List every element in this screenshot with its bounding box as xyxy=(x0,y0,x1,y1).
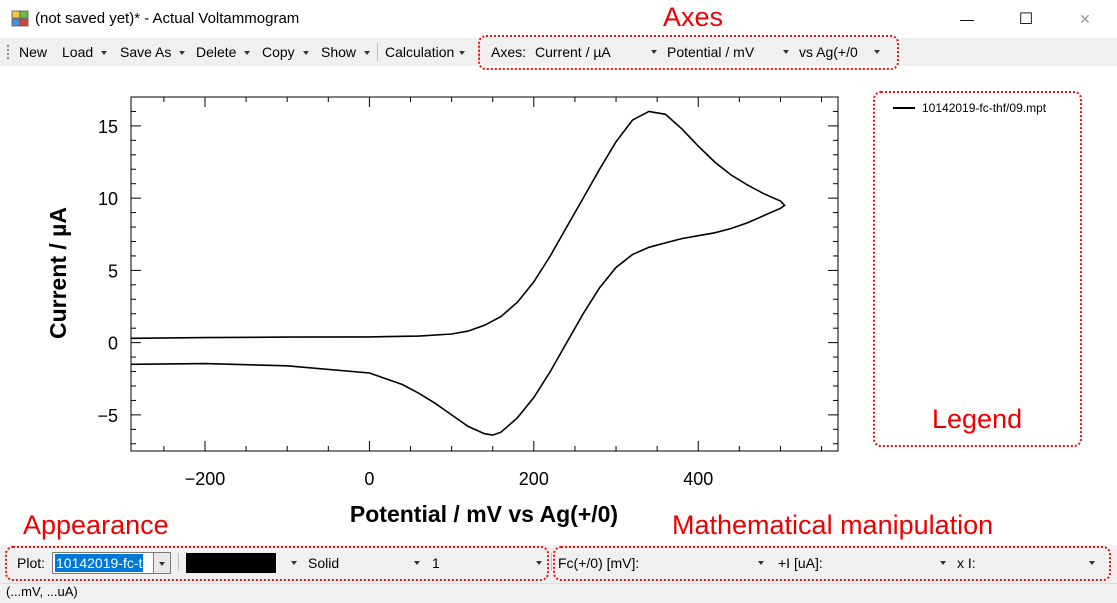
maximize-button[interactable]: ☐ xyxy=(1003,0,1049,38)
app-icon xyxy=(11,10,29,27)
dropdown-arrow-icon xyxy=(1089,561,1095,565)
maximize-icon: ☐ xyxy=(1018,11,1034,28)
dropdown-arrow-icon xyxy=(101,51,108,56)
y-axis-select[interactable]: Current / µA xyxy=(535,42,657,62)
appearance-annotation-box xyxy=(5,546,549,581)
x-axis-label: Potential / mV vs Ag(+/0) xyxy=(350,501,618,527)
math-annotation: Mathematical manipulation xyxy=(672,510,994,540)
axes-label: Axes: xyxy=(491,44,527,60)
dropdown-arrow-icon xyxy=(244,51,251,56)
x-axis-select[interactable]: Potential / mV xyxy=(667,42,789,62)
line-width-select[interactable]: 1 xyxy=(432,552,546,574)
math-annotation-box xyxy=(553,546,1111,581)
copy-menu[interactable]: Copy xyxy=(262,42,309,62)
cursor-coordinates: (...mV, ...uA) xyxy=(6,584,78,599)
status-bar xyxy=(0,583,1117,603)
save-as-menu[interactable]: Save As xyxy=(120,42,186,62)
window-title: (not saved yet)* - Actual Voltammogram xyxy=(35,10,300,27)
dropdown-arrow-icon xyxy=(536,561,542,565)
y-tick-label: 5 xyxy=(108,261,118,281)
dropdown-arrow-icon xyxy=(758,561,764,565)
x-tick-label: 200 xyxy=(519,469,549,489)
dropdown-arrow-icon xyxy=(302,51,309,56)
minimize-icon: — xyxy=(960,11,974,27)
plus-i-select[interactable] xyxy=(830,552,950,574)
times-i-select[interactable] xyxy=(980,552,1099,574)
fc-offset-label: Fc(+/0) [mV]: xyxy=(558,555,640,571)
axes-annotation: Axes xyxy=(663,2,724,32)
dropdown-arrow-icon xyxy=(874,50,880,54)
toolbar-separator xyxy=(551,553,552,571)
dropdown-button[interactable] xyxy=(153,553,170,573)
toolbar-separator xyxy=(178,553,179,571)
close-icon: ✕ xyxy=(1079,10,1091,27)
delete-menu[interactable]: Delete xyxy=(196,42,251,62)
dropdown-arrow-icon xyxy=(940,561,946,565)
dropdown-arrow-icon xyxy=(651,50,657,54)
reference-select[interactable]: vs Ag(+/0 xyxy=(799,42,880,62)
legend-swatch xyxy=(893,107,915,109)
show-menu[interactable]: Show xyxy=(321,42,371,62)
dropdown-arrow-icon xyxy=(459,51,466,56)
x-tick-label: 400 xyxy=(683,469,713,489)
toolbar-separator xyxy=(377,43,378,61)
color-select[interactable] xyxy=(185,552,301,574)
load-menu[interactable]: Load xyxy=(62,42,108,62)
y-tick-label: 10 xyxy=(98,189,118,209)
y-tick-label: 15 xyxy=(98,117,118,137)
line-style-select[interactable]: Solid xyxy=(308,552,424,574)
series-line-10142019-fc-thf xyxy=(130,110,786,436)
legend-annotation: Legend xyxy=(932,404,1023,434)
dropdown-arrow-icon xyxy=(783,50,789,54)
dropdown-arrow-icon xyxy=(291,561,297,565)
toolbar-grip[interactable] xyxy=(6,44,10,60)
minimize-button[interactable]: — xyxy=(944,0,990,38)
title-bar xyxy=(0,0,1117,38)
plus-i-label: +I [uA]: xyxy=(778,555,823,571)
plot-label: Plot: xyxy=(17,555,46,571)
close-button[interactable]: ✕ xyxy=(1062,0,1108,38)
color-swatch xyxy=(186,553,276,573)
dropdown-arrow-icon xyxy=(179,51,186,56)
calculation-menu[interactable]: Calculation xyxy=(385,42,466,62)
dropdown-arrow-icon xyxy=(159,562,165,566)
x-tick-label: 0 xyxy=(364,469,374,489)
voltammogram-plot[interactable]: −200 0 200 400 −5 0 5 10 15 Current / µA Potenti… xyxy=(0,66,1117,544)
appearance-annotation: Appearance xyxy=(23,510,169,540)
fc-offset-select[interactable] xyxy=(650,552,768,574)
toolbar xyxy=(0,38,1117,66)
legend-entry[interactable]: 10142019-fc-thf/09.mpt xyxy=(922,101,1047,115)
legend-annotation-box xyxy=(873,91,1082,447)
y-axis-label: Current / µA xyxy=(45,207,71,339)
axes-annotation-box xyxy=(478,35,899,70)
y-tick-label: 0 xyxy=(108,334,118,354)
plot-frame xyxy=(130,96,839,452)
times-i-label: x I: xyxy=(957,555,976,571)
x-tick-label: −200 xyxy=(185,469,226,489)
new-button[interactable]: New xyxy=(19,44,48,60)
plot-select[interactable]: 10142019-fc-t xyxy=(52,552,171,574)
dropdown-arrow-icon xyxy=(414,561,420,565)
dropdown-arrow-icon xyxy=(364,51,371,56)
y-tick-label: −5 xyxy=(97,406,118,426)
